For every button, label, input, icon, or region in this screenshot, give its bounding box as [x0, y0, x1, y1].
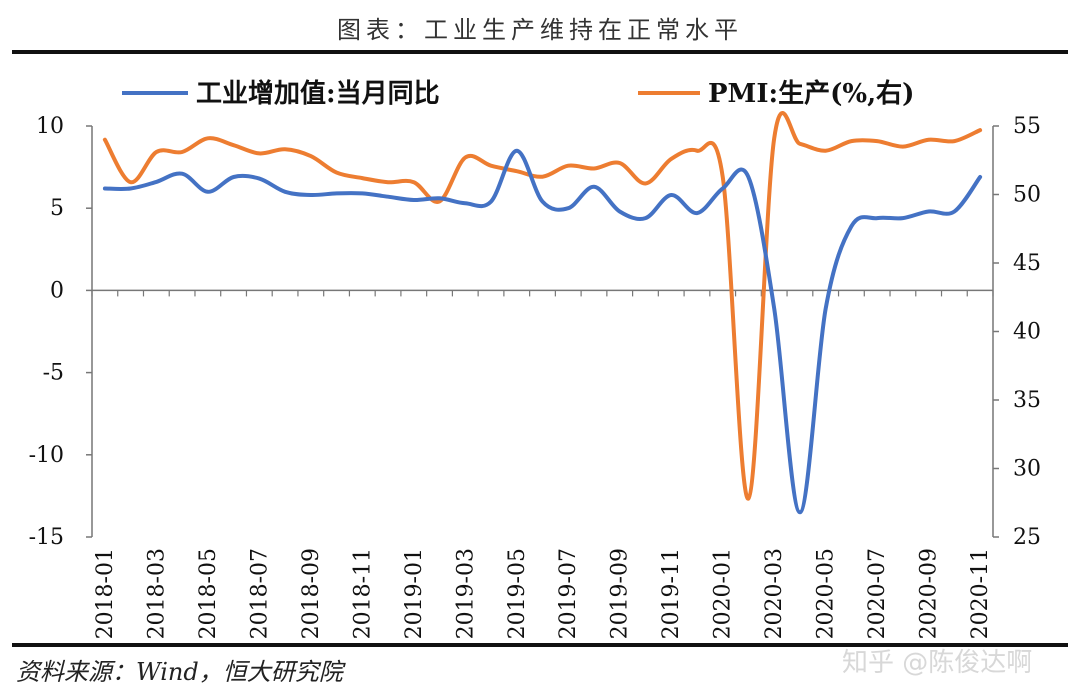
x-tick-label: 2019-11: [659, 548, 684, 639]
x-tick-label: 2018-05: [196, 548, 221, 639]
x-tick-label: 2019-03: [453, 548, 478, 639]
bottom-divider: [12, 643, 1068, 647]
right-tick-label: 45: [1013, 251, 1041, 276]
left-tick-label: 0: [50, 278, 64, 303]
x-tick-label: 2019-05: [505, 548, 530, 639]
x-tick-label: 2020-11: [968, 548, 993, 639]
series-line-industrial-output: [102, 148, 983, 515]
x-tick-label: 2018-07: [247, 548, 272, 639]
left-tick-label: 10: [36, 114, 64, 139]
legend-label-pmi-production: PMI:生产(%,右): [708, 79, 914, 109]
x-tick-label: 2018-11: [350, 548, 375, 639]
x-tick-label: 2018-01: [93, 548, 118, 639]
left-tick-label: 5: [50, 196, 64, 221]
chart-series: [102, 111, 983, 515]
x-tick-label: 2020-05: [814, 548, 839, 639]
source-note: 资料来源：Wind，恒大研究院: [16, 658, 343, 686]
right-tick-label: 35: [1013, 388, 1041, 413]
legend-label-industrial-output: 工业增加值:当月同比: [196, 78, 440, 109]
left-tick-label: -15: [29, 525, 64, 550]
right-tick-label: 55: [1013, 114, 1041, 139]
left-tick-label: -10: [29, 443, 64, 468]
x-tick-label: 2019-09: [608, 548, 633, 639]
left-tick-label: -5: [43, 361, 64, 386]
right-tick-label: 40: [1013, 320, 1041, 345]
right-tick-label: 30: [1013, 457, 1041, 482]
x-tick-label: 2019-07: [556, 548, 581, 639]
x-tick-label: 2020-09: [917, 548, 942, 639]
x-tick-label: 2020-07: [865, 548, 890, 639]
right-tick-label: 25: [1013, 525, 1041, 550]
page-title: 图表：工业生产维持在正常水平: [337, 16, 743, 44]
x-tick-label: 2020-01: [711, 548, 736, 639]
legend: 工业增加值:当月同比 PMI:生产(%,右): [122, 78, 914, 109]
x-tick-label: 2018-09: [299, 548, 324, 639]
x-tick-label: 2020-03: [762, 548, 787, 639]
watermark-text: 知乎 @陈俊达啊: [842, 648, 1033, 678]
right-tick-label: 50: [1013, 183, 1041, 208]
series-line-pmi-production: [102, 111, 983, 501]
x-tick-label: 2019-01: [402, 548, 427, 639]
top-divider: [12, 50, 1068, 54]
x-tick-label: 2018-03: [144, 548, 169, 639]
